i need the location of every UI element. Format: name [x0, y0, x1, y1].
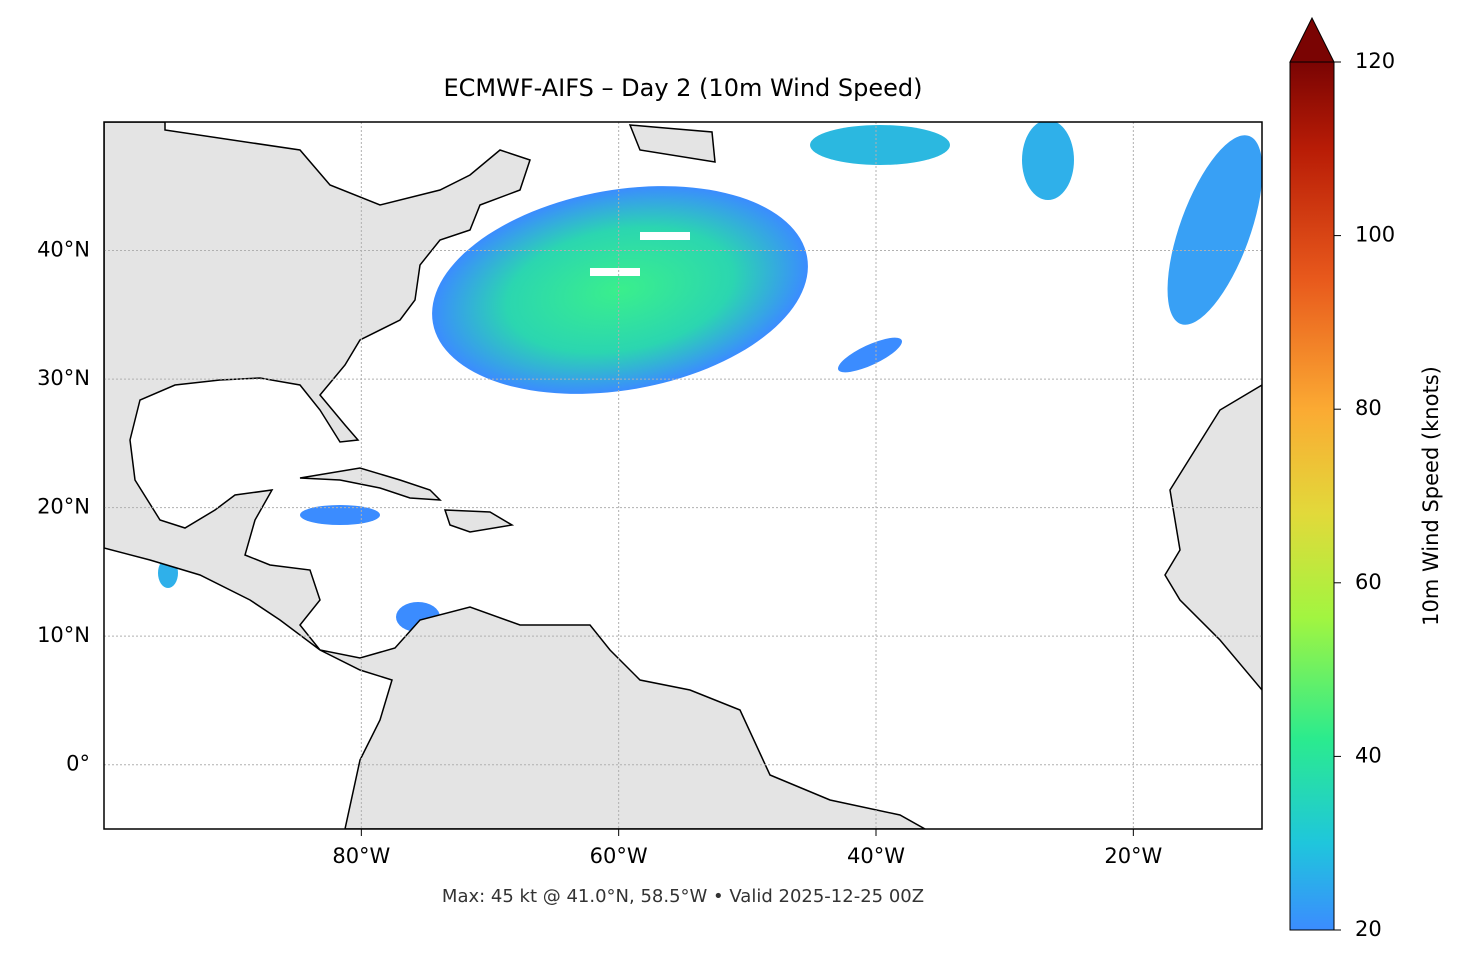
- plot-frame: [103, 121, 1263, 830]
- gridlines: [104, 122, 1262, 829]
- y-tick-label: 30°N: [37, 366, 90, 390]
- land: [628, 124, 716, 163]
- colorbar-tick-label: 20: [1355, 917, 1382, 941]
- wind-field: [158, 122, 1262, 632]
- x-tick-label: 20°W: [1104, 844, 1162, 868]
- colorbar-extend: [1289, 16, 1335, 63]
- y-tick-label: 10°N: [37, 623, 90, 647]
- footer-note: Max: 45 kt @ 41.0°N, 58.5°W • Valid 2025…: [442, 886, 924, 907]
- island: [443, 509, 515, 533]
- y-tick-label: 40°N: [37, 238, 90, 262]
- colorbar-tick-label: 100: [1355, 223, 1395, 247]
- colorbar-tick-label: 120: [1355, 49, 1395, 73]
- island: [299, 467, 442, 501]
- x-tick-label: 60°W: [590, 844, 648, 868]
- chart-title: ECMWF-AIFS – Day 2 (10m Wind Speed): [443, 74, 922, 102]
- y-tick-label: 0°: [66, 752, 90, 776]
- colorbar-tick-label: 80: [1355, 396, 1382, 420]
- land: [1164, 384, 1262, 692]
- colorbar: [1289, 61, 1335, 931]
- x-tick-label: 40°W: [847, 844, 905, 868]
- colorbar-label: 10m Wind Speed (knots): [1419, 366, 1443, 626]
- y-tick-label: 20°N: [37, 495, 90, 519]
- land: [104, 122, 927, 829]
- map-area: [104, 122, 1262, 829]
- colorbar-tick-label: 60: [1355, 570, 1382, 594]
- colorbar-tick-label: 40: [1355, 743, 1382, 767]
- x-tick-label: 80°W: [332, 844, 390, 868]
